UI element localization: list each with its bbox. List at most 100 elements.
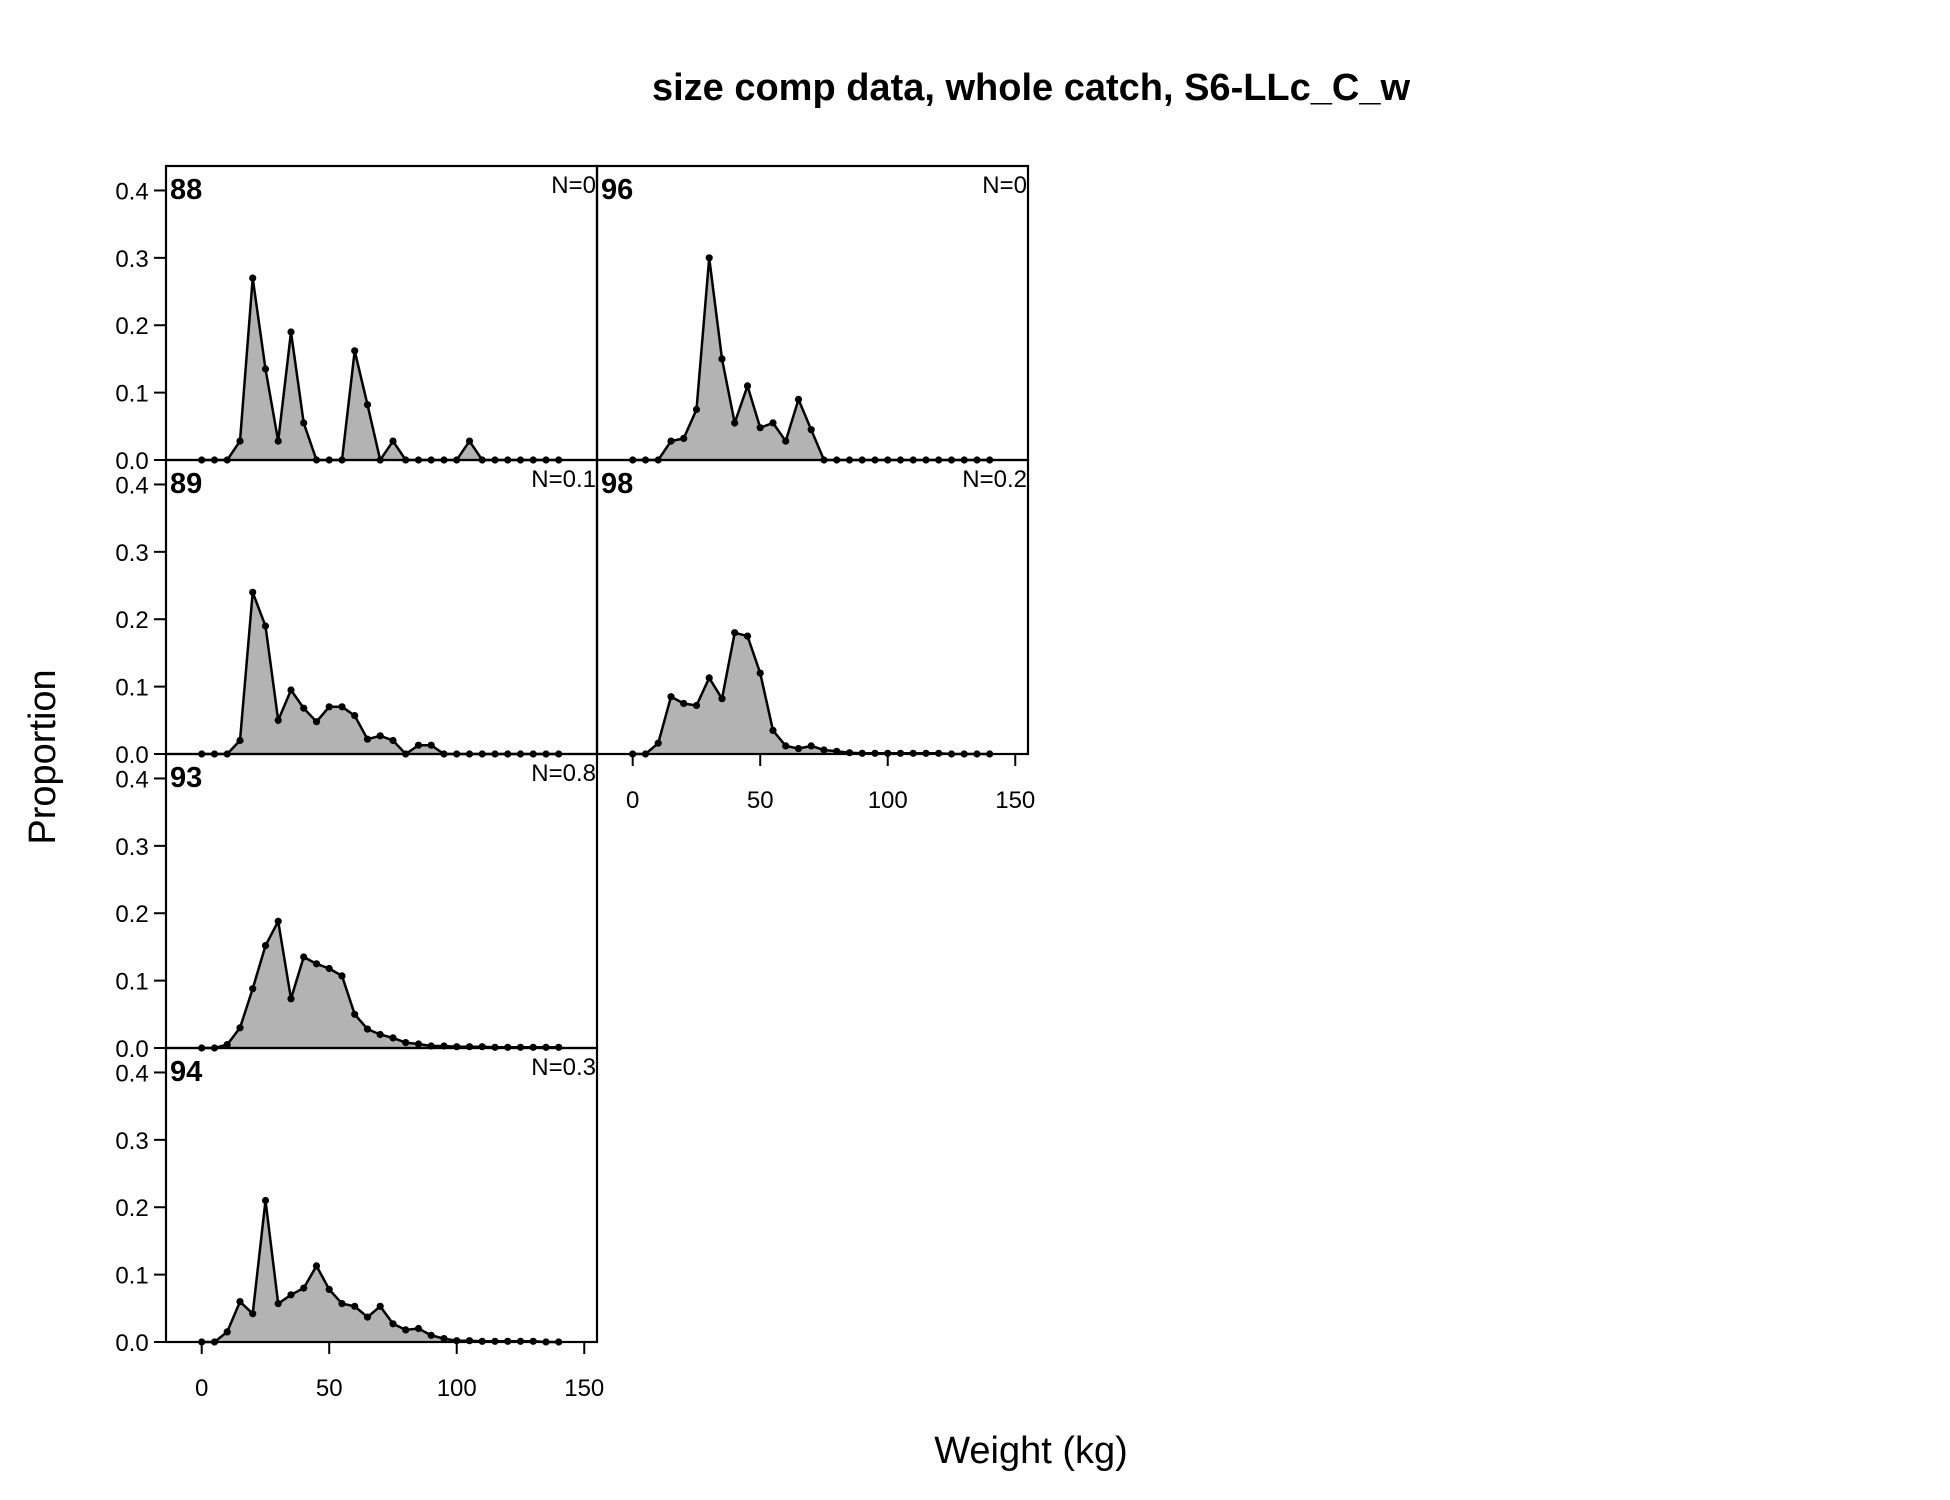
y-tick-label: 0.4 (115, 178, 148, 205)
data-point (465, 437, 474, 445)
y-tick-label: 0.3 (115, 246, 148, 273)
data-point (287, 328, 295, 336)
data-point (427, 1331, 435, 1339)
panel-label: 94 (170, 1056, 202, 1088)
data-point (414, 1040, 423, 1048)
data-point (389, 1034, 397, 1042)
data-point (667, 693, 675, 701)
data-point (794, 745, 803, 753)
data-point (769, 726, 777, 735)
panel-96: 96 N=0 (595, 164, 1030, 464)
data-point (845, 749, 854, 757)
data-point (743, 632, 752, 640)
y-tick-label: 0.0 (115, 1330, 148, 1357)
data-point (223, 1041, 231, 1049)
data-point (287, 686, 295, 694)
data-point (249, 274, 257, 282)
data-point (236, 1024, 244, 1032)
y-tick-label: 0.0 (115, 448, 148, 475)
data-point (389, 736, 397, 745)
y-tick-label: 0.1 (115, 969, 148, 996)
data-point (782, 437, 790, 445)
panel-94: 94 N=0.3 0.0 0.1 0.2 0.3 0.4 0 50 100 150 (115, 1046, 604, 1402)
n-label: N=0.1 (531, 466, 596, 493)
data-point (351, 347, 359, 355)
y-tick-label: 0.0 (115, 1036, 148, 1063)
y-tick-label: 0.1 (115, 381, 148, 408)
data-point (692, 405, 701, 414)
panel-frame (595, 458, 1030, 756)
panel-88: 88 N=0 0.0 0.1 0.2 0.3 0.4 (115, 164, 599, 475)
data-point (465, 1337, 474, 1345)
data-point (769, 419, 777, 427)
data-point (440, 1335, 448, 1343)
y-tick-label: 0.3 (115, 1128, 148, 1155)
data-point (465, 1043, 474, 1051)
data-point (718, 355, 726, 363)
y-axis-title: Proportion (22, 669, 64, 844)
data-point (743, 382, 752, 390)
x-tick-label: 100 (437, 1375, 477, 1402)
data-point (692, 701, 701, 710)
data-point (705, 674, 713, 682)
data-point (338, 1300, 346, 1308)
chart-title: size comp data, whole catch, S6-LLc_C_w (652, 67, 1411, 109)
data-point (236, 736, 244, 745)
data-point (274, 1300, 282, 1308)
data-point (756, 669, 764, 677)
n-label: N=0.3 (531, 1054, 596, 1081)
data-point (300, 1284, 308, 1292)
data-point (300, 704, 308, 712)
panel-93: 93 N=0.8 0.0 0.1 0.2 0.3 0.4 (115, 752, 599, 1063)
n-label: N=0.2 (962, 466, 1027, 493)
data-point (338, 703, 346, 711)
data-point (287, 1291, 295, 1299)
data-point (363, 1025, 372, 1033)
data-point (261, 1196, 270, 1205)
data-point (312, 960, 321, 968)
y-tick-label: 0.2 (115, 901, 148, 928)
data-point (312, 718, 321, 726)
y-tick-label: 0.3 (115, 540, 148, 567)
y-tick-label: 0.0 (115, 742, 148, 769)
data-point (680, 434, 688, 442)
x-tick-label: 50 (316, 1375, 343, 1402)
data-point (389, 1320, 397, 1328)
area-fill (632, 257, 990, 460)
data-point (414, 741, 423, 749)
x-tick-label: 50 (747, 787, 774, 814)
y-tick-label: 0.1 (115, 675, 148, 702)
y-tick-label: 0.1 (115, 1263, 148, 1290)
data-point (274, 917, 282, 925)
panel-label: 88 (170, 174, 202, 206)
panel-frame (164, 752, 599, 1050)
data-point (261, 942, 270, 950)
y-tick-label: 0.2 (115, 1195, 148, 1222)
data-point (427, 741, 435, 749)
data-point (274, 716, 282, 724)
panels-group: 88 N=0 0.0 0.1 0.2 0.3 0.4 89 N=0.1 0.0 0.1 0.2 0.3 0… (115, 164, 1035, 1402)
data-point (820, 746, 828, 754)
x-tick-label: 100 (868, 787, 908, 814)
y-tick-label: 0.4 (115, 1060, 148, 1087)
data-point (300, 953, 308, 961)
data-point (402, 1039, 410, 1047)
x-tick-label: 0 (626, 787, 639, 814)
data-point (402, 1326, 410, 1334)
x-axis-title: Weight (kg) (934, 1430, 1128, 1472)
data-point (351, 1302, 359, 1310)
data-point (807, 742, 815, 750)
data-point (414, 1324, 423, 1333)
data-point (478, 1043, 486, 1051)
data-point (351, 1010, 359, 1018)
data-point (261, 622, 270, 630)
data-point (287, 995, 295, 1003)
data-point (249, 588, 257, 596)
y-tick-label: 0.4 (115, 766, 148, 793)
panel-label: 89 (170, 468, 202, 500)
panel-frame (595, 164, 1030, 462)
panel-89: 89 N=0.1 0.0 0.1 0.2 0.3 0.4 (115, 458, 599, 769)
n-label: N=0 (982, 172, 1027, 199)
n-label: N=0 (551, 172, 596, 199)
